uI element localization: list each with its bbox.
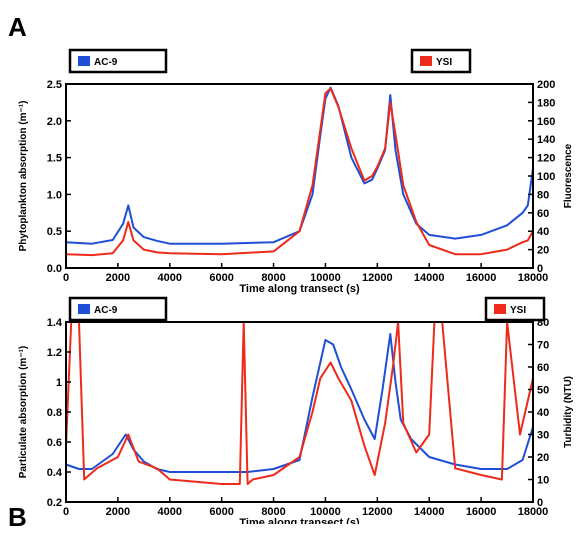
chart-1: 0 2000 4000 6000 8000 10000 12000 14000 16000 180… — [18, 48, 574, 295]
legend-box — [484, 296, 546, 322]
y-right-axis-label: Turbidity (NTU) — [563, 376, 574, 448]
y-right-tick-label: 60 — [537, 208, 549, 220]
y-right-tick-label: 0 — [537, 497, 543, 509]
y-right-tick-label: 50 — [537, 385, 549, 397]
legend-swatch — [78, 304, 90, 314]
x-tick-label: 8000 — [261, 506, 285, 518]
x-tick-label: 18000 — [518, 506, 549, 518]
y-right-axis-label: Fluorescence — [563, 143, 574, 208]
y-right-tick-label: 30 — [537, 430, 549, 442]
x-tick-label: 8000 — [261, 272, 285, 284]
y-left-tick-label: 2.0 — [47, 116, 62, 128]
plot-frame — [65, 83, 534, 269]
y-left-tick-label: 1.4 — [47, 317, 63, 329]
y-right-tick-label: 20 — [537, 245, 549, 257]
legend-box — [410, 48, 472, 74]
legend-label: AC-9 — [94, 57, 118, 68]
y-right-tick-label: 140 — [537, 134, 555, 146]
x-tick-label: 2000 — [106, 272, 130, 284]
y-right-tick-label: 120 — [537, 153, 555, 165]
x-tick-label: 16000 — [466, 506, 497, 518]
x-tick-label: 6000 — [209, 506, 233, 518]
x-tick-label: 12000 — [362, 506, 393, 518]
x-tick-label: 14000 — [414, 272, 445, 284]
legend-swatch — [78, 56, 90, 66]
x-axis-label: Time along transect (s) — [239, 517, 360, 524]
y-right-tick-label: 60 — [537, 362, 549, 374]
plot-frame — [65, 321, 534, 503]
x-tick-label: 10000 — [310, 506, 341, 518]
y-right-tick-label: 40 — [537, 226, 549, 238]
x-tick-label: 6000 — [209, 272, 233, 284]
y-left-tick-label: 0.2 — [47, 497, 62, 509]
y-right-tick-label: 70 — [537, 340, 549, 352]
y-left-tick-label: 0.8 — [47, 407, 62, 419]
y-right-tick-label: 200 — [537, 79, 555, 91]
x-tick-label: 16000 — [466, 272, 497, 284]
legend-box — [68, 48, 168, 74]
y-left-axis-label: Particulate absorption (m⁻¹) — [18, 346, 29, 479]
y-left-tick-label: 1 — [56, 377, 62, 389]
y-right-tick-label: 40 — [537, 407, 549, 419]
x-tick-label: 14000 — [414, 506, 445, 518]
y-right-tick-label: 20 — [537, 452, 549, 464]
x-tick-label: 2000 — [106, 506, 130, 518]
legend-box — [68, 296, 168, 322]
y-right-tick-label: 160 — [537, 116, 555, 128]
y-right-tick-label: 180 — [537, 97, 555, 109]
y-left-tick-label: 0.5 — [47, 226, 62, 238]
x-tick-label: 0 — [63, 506, 69, 518]
y-right-tick-label: 10 — [537, 475, 549, 487]
x-tick-label: 10000 — [310, 272, 341, 284]
x-tick-label: 12000 — [362, 272, 393, 284]
series-line-ac-9 — [65, 86, 534, 245]
y-left-tick-label: 1.0 — [47, 189, 62, 201]
x-axis-label: Time along transect (s) — [239, 283, 360, 295]
legend-label: YSI — [510, 305, 526, 316]
legend-swatch — [420, 56, 432, 66]
series-line-ac-9 — [65, 333, 534, 473]
x-tick-label: 18000 — [518, 272, 549, 284]
series-line-ysi — [65, 87, 534, 257]
x-tick-label: 4000 — [158, 272, 182, 284]
y-right-tick-label: 80 — [537, 189, 549, 201]
x-tick-label: 0 — [63, 272, 69, 284]
legend-swatch — [494, 304, 506, 314]
chart-2: 0 2000 4000 6000 8000 10000 12000 14000 16000 180… — [18, 296, 574, 524]
y-left-tick-label: 0.6 — [47, 437, 62, 449]
y-left-tick-label: 0.4 — [47, 467, 63, 479]
y-left-tick-label: 1.2 — [47, 347, 62, 359]
x-tick-label: 4000 — [158, 506, 182, 518]
y-left-tick-label: 0.0 — [47, 263, 62, 275]
y-left-tick-label: 1.5 — [47, 153, 62, 165]
panel-label-a: A — [8, 12, 27, 42]
y-left-axis-label: Phytoplankton absorption (m⁻¹) — [18, 101, 29, 252]
y-right-tick-label: 0 — [537, 263, 543, 275]
legend-label: YSI — [436, 57, 452, 68]
y-left-tick-label: 2.5 — [47, 79, 62, 91]
y-right-tick-label: 100 — [537, 171, 555, 183]
legend-label: AC-9 — [94, 305, 118, 316]
